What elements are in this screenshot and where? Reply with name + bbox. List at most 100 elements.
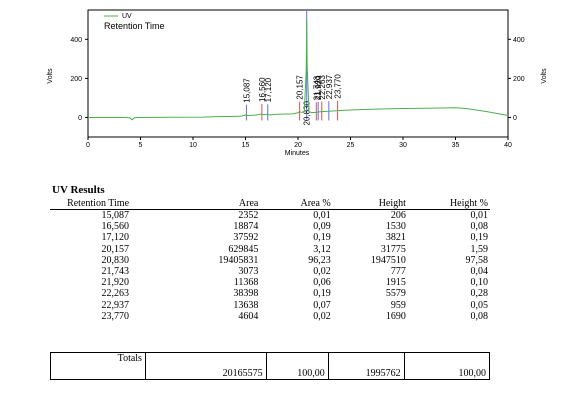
totals-table: Totals 20165575 100,00 1995762 100,00 bbox=[50, 352, 491, 380]
totals-area-pct: 100,00 bbox=[265, 352, 329, 380]
cell-retention-time: 15,087 bbox=[101, 210, 130, 222]
cell-area: 11368 bbox=[233, 277, 259, 289]
x-tick-label: 25 bbox=[347, 142, 355, 149]
uv-series-line bbox=[88, 19, 509, 121]
cell-area-pct: 0,01 bbox=[313, 210, 331, 222]
cell-height-pct: 97,58 bbox=[465, 254, 489, 266]
y-tick-label-right: 400 bbox=[513, 37, 525, 44]
cell-area-pct: 0,07 bbox=[313, 299, 331, 311]
y-axis-ticks: 0 0 200 200 400 400 bbox=[70, 37, 524, 122]
x-axis-ticks: 0 5 10 15 20 25 30 35 40 bbox=[86, 137, 512, 149]
x-tick-label: 20 bbox=[294, 142, 302, 149]
results-title: UV Results bbox=[52, 184, 105, 196]
x-tick-label: 30 bbox=[399, 142, 407, 149]
table-row: 20,157 629845 3,12 31775 1,59 bbox=[50, 244, 490, 255]
cell-height: 1915 bbox=[385, 277, 406, 289]
y-tick-label-right: 0 bbox=[513, 115, 517, 122]
cell-area-pct: 0,09 bbox=[313, 221, 331, 233]
totals-height-pct: 100,00 bbox=[403, 352, 491, 380]
cell-height-pct: 0,08 bbox=[470, 310, 489, 322]
cell-area-pct: 96,23 bbox=[308, 254, 331, 266]
peak-label: 22,263 bbox=[318, 75, 327, 100]
plot-area bbox=[87, 9, 509, 138]
table-row: 16,560 18874 0,09 1530 0,08 bbox=[50, 221, 490, 232]
peak-label: 16,560 bbox=[258, 77, 267, 102]
header-retention-time: Retention Time bbox=[50, 197, 132, 210]
totals-height: 1995762 bbox=[327, 352, 405, 380]
cell-area: 37592 bbox=[233, 232, 259, 244]
cell-height-pct: 0,19 bbox=[470, 232, 489, 244]
cell-area: 2352 bbox=[238, 210, 259, 222]
totals-area: 20165575 bbox=[144, 352, 267, 380]
cell-retention-time: 16,560 bbox=[101, 221, 130, 233]
totals-label: Totals bbox=[50, 352, 146, 380]
cell-height-pct: 0,01 bbox=[470, 210, 489, 222]
cell-retention-time: 20,830 bbox=[101, 254, 130, 266]
cell-area-pct: 0,02 bbox=[313, 266, 331, 278]
cell-height: 5579 bbox=[385, 288, 406, 300]
cell-area: 629845 bbox=[228, 243, 259, 255]
x-axis-label: Minutes bbox=[285, 150, 310, 157]
cell-area-pct: 0,19 bbox=[313, 232, 331, 244]
peak-label: 20,830 bbox=[303, 100, 312, 125]
left-y-axis-label: Volts bbox=[47, 68, 54, 84]
legend: UV Retention Time bbox=[104, 13, 165, 31]
table-row: 21,743 3073 0,02 777 0,04 bbox=[50, 266, 490, 277]
cell-retention-time: 22,263 bbox=[101, 288, 130, 300]
cell-height: 1530 bbox=[385, 221, 406, 233]
cell-height: 959 bbox=[390, 299, 406, 311]
peak-label: 20,157 bbox=[296, 75, 305, 100]
results-header-row: Retention Time Area Area % Height Height… bbox=[50, 197, 490, 210]
cell-area: 4604 bbox=[238, 310, 259, 322]
y-tick-label-right: 200 bbox=[513, 76, 525, 83]
cell-area-pct: 0,19 bbox=[313, 288, 331, 300]
header-area: Area bbox=[131, 197, 261, 210]
y-tick-label-left: 200 bbox=[70, 76, 82, 83]
peak-label: 21,920 bbox=[314, 75, 323, 100]
table-row: 20,830 19405831 96,23 1947510 97,58 bbox=[50, 255, 490, 266]
cell-area: 19405831 bbox=[218, 254, 259, 266]
x-tick-label: 5 bbox=[139, 142, 143, 149]
cell-retention-time: 21,743 bbox=[101, 266, 130, 278]
cell-area: 38398 bbox=[233, 288, 259, 300]
y-tick-label-left: 400 bbox=[70, 37, 82, 44]
table-row: 17,120 37592 0,19 3821 0,19 bbox=[50, 232, 490, 243]
cell-area: 18874 bbox=[233, 221, 259, 233]
peak-label: 23,770 bbox=[334, 74, 343, 99]
cell-height: 1690 bbox=[385, 310, 406, 322]
header-height: Height bbox=[332, 197, 408, 210]
peak-label: 22,937 bbox=[325, 74, 334, 99]
cell-retention-time: 21,920 bbox=[101, 277, 130, 289]
peak-label: 15,087 bbox=[242, 78, 251, 103]
cell-height-pct: 0,04 bbox=[470, 266, 489, 278]
x-tick-label: 10 bbox=[189, 142, 197, 149]
table-row: 22,937 13638 0,07 959 0,05 bbox=[50, 300, 490, 311]
cell-area-pct: 0,06 bbox=[313, 277, 331, 289]
right-y-axis-label: Volts bbox=[541, 68, 548, 84]
cell-height-pct: 0,08 bbox=[470, 221, 489, 233]
cell-height: 206 bbox=[390, 210, 406, 222]
cell-area-pct: 3,12 bbox=[313, 243, 331, 255]
peak-label: 17,120 bbox=[264, 77, 273, 102]
x-tick-label: 0 bbox=[86, 142, 90, 149]
cell-height: 1947510 bbox=[370, 254, 406, 266]
table-row: 15,087 2352 0,01 206 0,01 bbox=[50, 210, 490, 222]
header-height-pct: Height % bbox=[407, 197, 490, 210]
table-row: 21,920 11368 0,06 1915 0,10 bbox=[50, 277, 490, 288]
cell-retention-time: 17,120 bbox=[101, 232, 130, 244]
header-area-pct: Area % bbox=[260, 197, 333, 210]
cell-retention-time: 20,157 bbox=[101, 243, 130, 255]
cell-area: 13638 bbox=[233, 299, 259, 311]
cell-height-pct: 0,05 bbox=[470, 299, 489, 311]
x-tick-label: 35 bbox=[452, 142, 460, 149]
cell-retention-time: 22,937 bbox=[101, 299, 130, 311]
cell-height-pct: 0,10 bbox=[470, 277, 489, 289]
cell-area-pct: 0,02 bbox=[313, 310, 331, 322]
legend-uv-label: UV bbox=[122, 13, 132, 20]
cell-height-pct: 1,59 bbox=[470, 243, 489, 255]
y-tick-label-left: 0 bbox=[78, 115, 82, 122]
cell-height-pct: 0,28 bbox=[470, 288, 489, 300]
legend-retention-time-label: Retention Time bbox=[104, 21, 165, 31]
cell-area: 3073 bbox=[238, 266, 259, 278]
x-tick-label: 15 bbox=[242, 142, 250, 149]
